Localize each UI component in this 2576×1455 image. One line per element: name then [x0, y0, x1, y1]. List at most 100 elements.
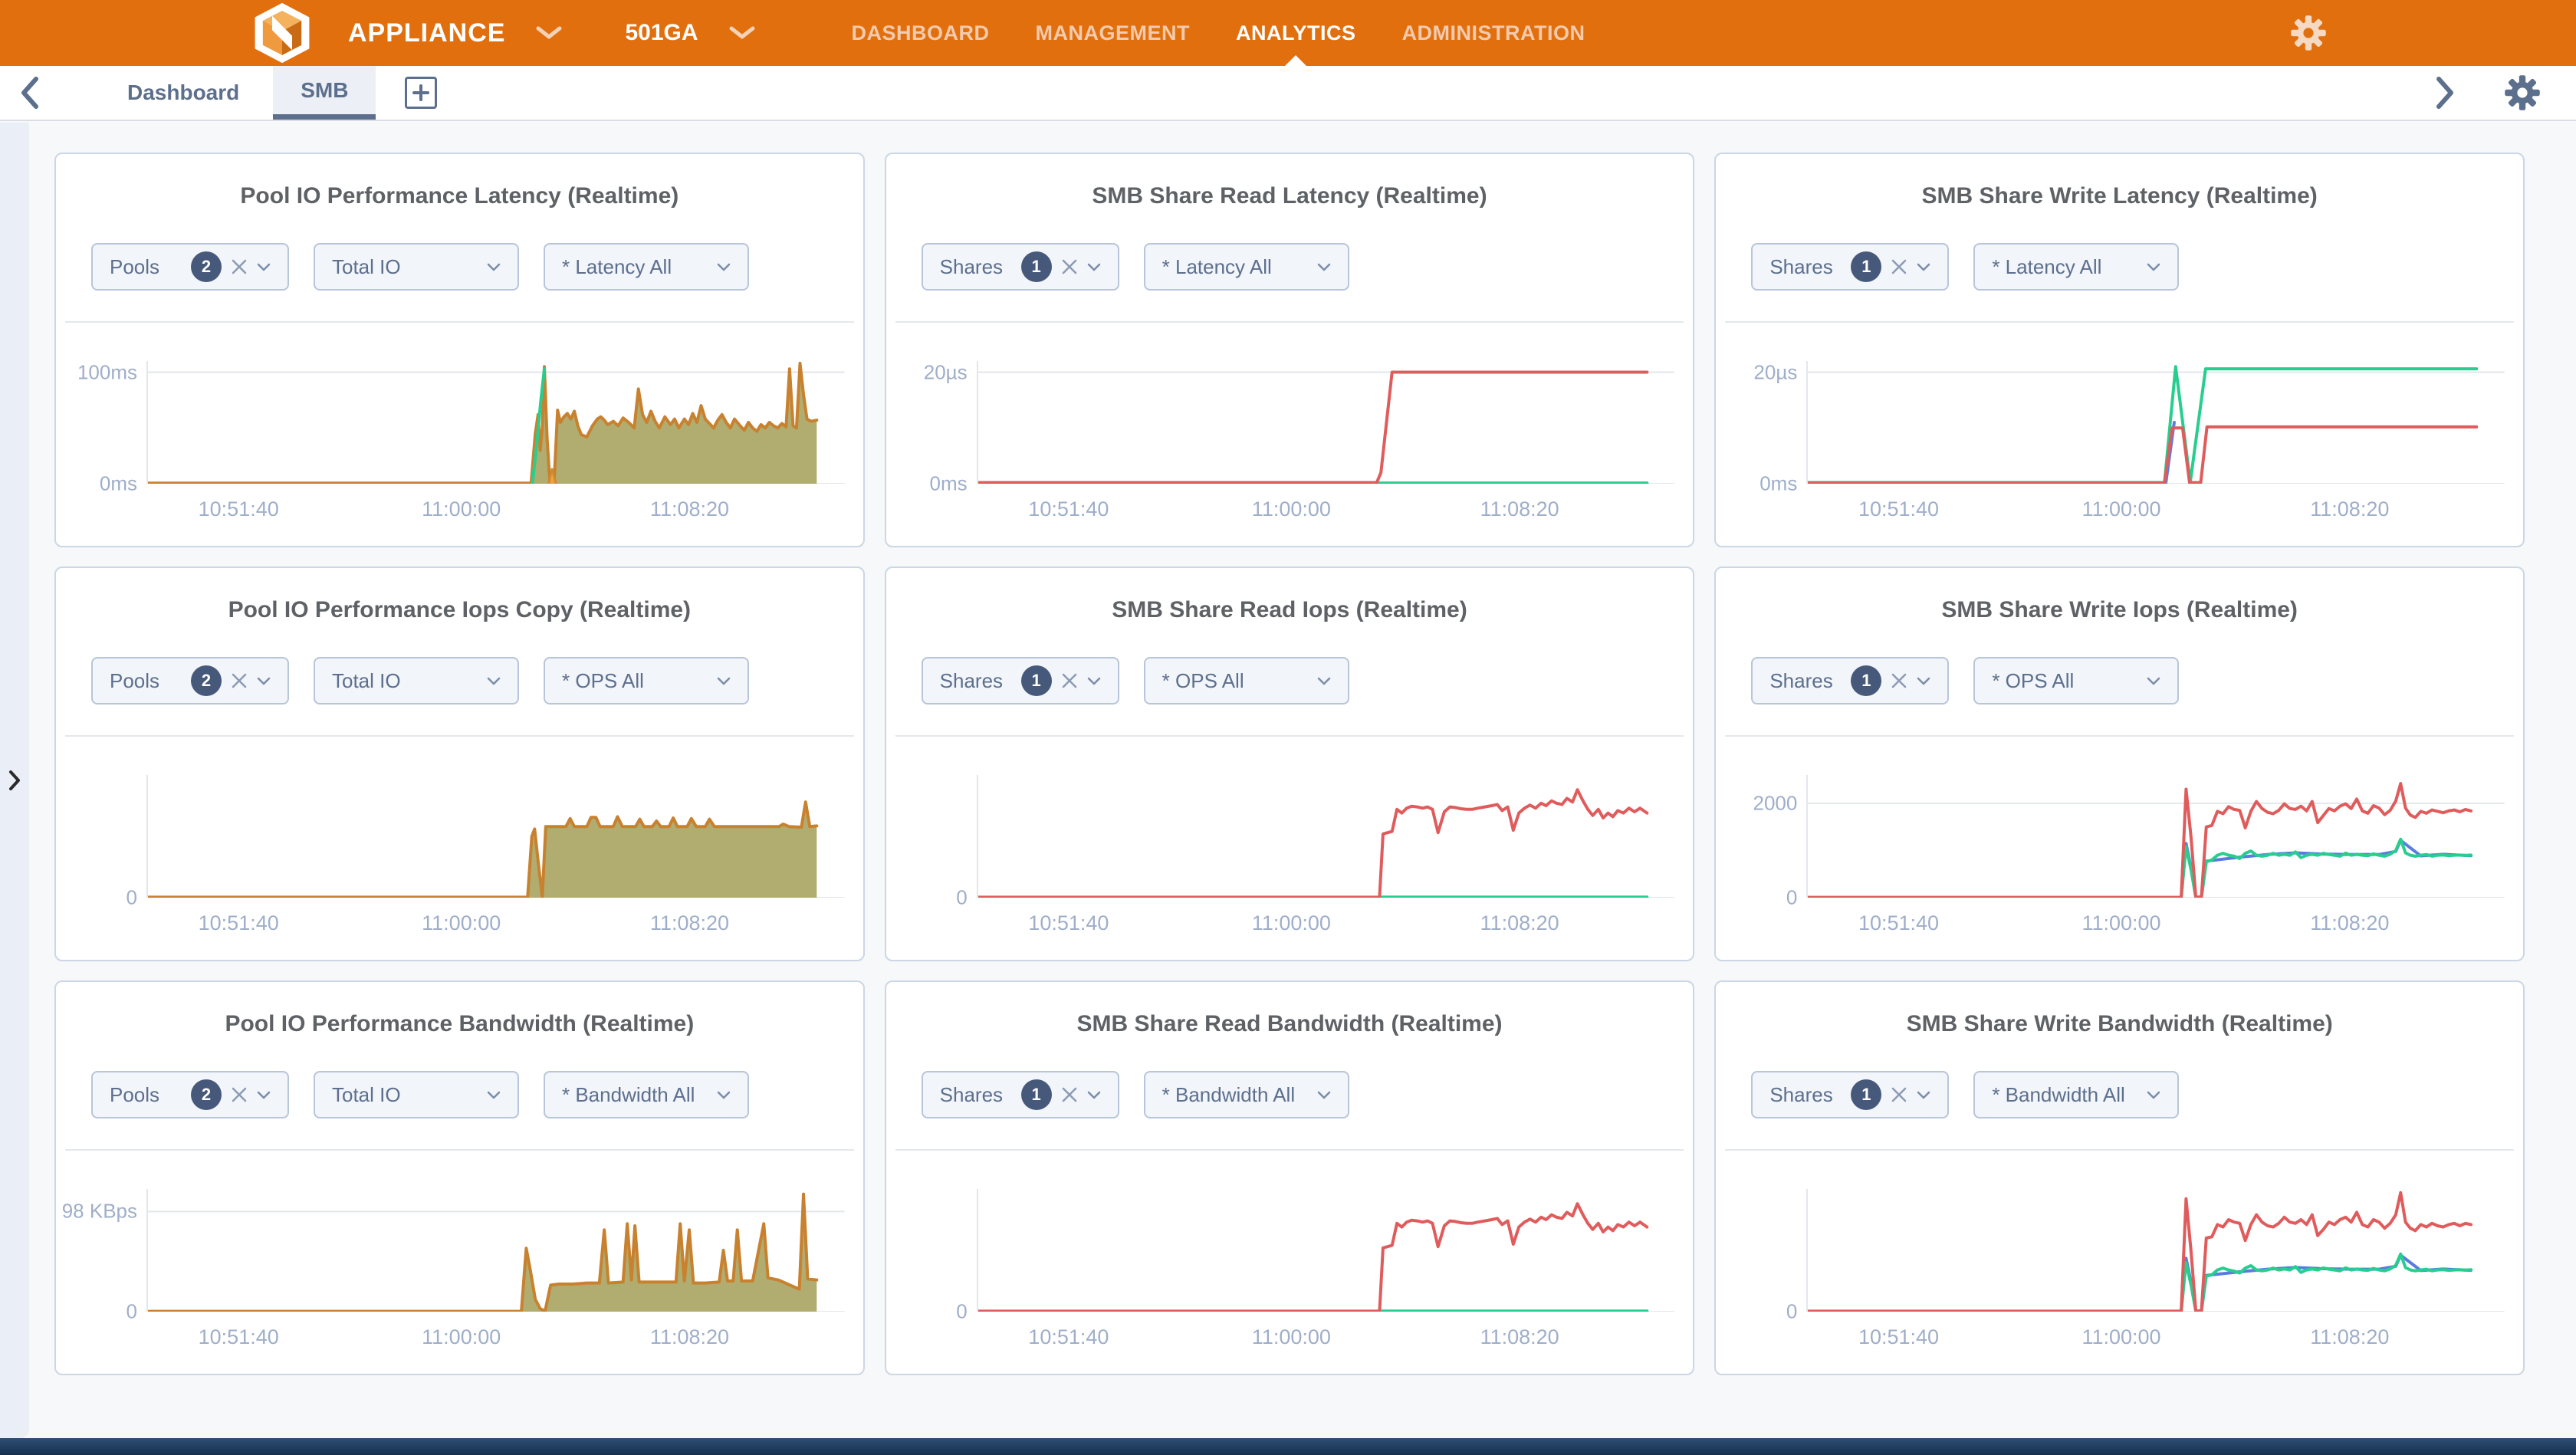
- filter-total-io[interactable]: Total IO: [314, 243, 519, 291]
- filter-latency-all[interactable]: * Latency All: [1973, 243, 2179, 291]
- filter-bandwidth-all[interactable]: * Bandwidth All: [1144, 1071, 1349, 1118]
- filter-shares[interactable]: Shares 1: [922, 243, 1119, 291]
- chevron-down-icon: [1087, 263, 1101, 271]
- chevron-down-icon: [1317, 263, 1331, 271]
- filter-ops-all[interactable]: * OPS All: [1144, 657, 1349, 705]
- filter-shares[interactable]: Shares 1: [922, 1071, 1119, 1118]
- clear-filter-icon[interactable]: [1891, 258, 1907, 275]
- chevron-down-icon: [2147, 1091, 2160, 1099]
- y-axis-label: 0: [1786, 886, 1797, 910]
- chart-plot: [146, 361, 845, 484]
- chevron-left-icon[interactable]: [0, 66, 60, 120]
- filter-ops-all[interactable]: * OPS All: [1973, 657, 2179, 705]
- filter-bandwidth-all[interactable]: * Bandwidth All: [544, 1071, 749, 1118]
- filter-pools[interactable]: Pools2: [91, 243, 289, 291]
- primary-nav: DASHBOARDMANAGEMENTANALYTICSADMINISTRATI…: [829, 0, 1608, 66]
- chart-plot: [146, 775, 845, 898]
- filter-latency-all[interactable]: * Latency All: [1144, 243, 1349, 291]
- nav-item-dashboard[interactable]: DASHBOARD: [829, 0, 1013, 66]
- selection-count-badge: 2: [191, 1079, 222, 1110]
- chevron-down-icon: [487, 1091, 501, 1099]
- tab-bar: DashboardSMB: [0, 66, 2576, 121]
- y-axis-label: 98 KBps: [62, 1200, 137, 1223]
- filter-row: Shares 1 * Latency All: [922, 243, 1675, 291]
- filter-bandwidth-all[interactable]: * Bandwidth All: [1973, 1071, 2179, 1118]
- filter-shares[interactable]: Shares1: [1751, 243, 1949, 291]
- clear-filter-icon[interactable]: [231, 1086, 248, 1103]
- tab-dashboard[interactable]: Dashboard: [94, 66, 273, 120]
- panel-smb-share-write-latency: SMB Share Write Latency (Realtime) Share…: [1714, 153, 2525, 547]
- clear-filter-icon[interactable]: [1891, 672, 1907, 689]
- x-tick-label: 11:00:00: [2082, 1325, 2160, 1349]
- chart-smb-share-write-bandwidth: 0 10:51:4011:00:0011:08:20: [1734, 1151, 2505, 1358]
- x-axis: 10:51:4011:00:0011:08:20: [977, 905, 1675, 941]
- nav-item-analytics[interactable]: ANALYTICS: [1213, 0, 1379, 66]
- nav-item-administration[interactable]: ADMINISTRATION: [1379, 0, 1608, 66]
- sidebar-expand-handle[interactable]: [0, 123, 29, 1438]
- filter-label: Shares: [1769, 1083, 1832, 1107]
- clear-filter-icon[interactable]: [231, 258, 248, 275]
- settings-gear-icon[interactable]: [2290, 15, 2327, 51]
- chart-smb-share-read-latency: 20µs0ms 10:51:4011:00:0011:08:20: [905, 323, 1675, 530]
- chevron-down-icon: [257, 263, 271, 271]
- x-axis: 10:51:4011:00:0011:08:20: [146, 1319, 845, 1355]
- chart-pool-io-performance-latency: 100ms0ms 10:51:4011:00:0011:08:20: [74, 323, 845, 530]
- selection-count-badge: 1: [1021, 1079, 1052, 1110]
- chevron-down-icon[interactable]: [729, 26, 755, 40]
- selection-count-badge: 1: [1021, 251, 1052, 282]
- clear-filter-icon[interactable]: [1061, 1086, 1078, 1103]
- filter-shares[interactable]: Shares1: [922, 657, 1119, 705]
- layout-settings-gear-icon[interactable]: [2504, 74, 2541, 111]
- x-tick-label: 11:08:20: [650, 498, 729, 521]
- filter-label: Shares: [940, 255, 1003, 279]
- filter-label: * Bandwidth All: [562, 1083, 695, 1107]
- clear-filter-icon[interactable]: [1891, 1086, 1907, 1103]
- filter-total-io[interactable]: Total IO: [314, 657, 519, 705]
- x-axis: 10:51:4011:00:0011:08:20: [146, 491, 845, 527]
- filter-ops-all[interactable]: * OPS All: [544, 657, 749, 705]
- chart-smb-share-read-bandwidth: 0 10:51:4011:00:0011:08:20: [905, 1151, 1675, 1358]
- clear-filter-icon[interactable]: [231, 672, 248, 689]
- filter-shares[interactable]: Shares1: [1751, 657, 1949, 705]
- y-axis-label: 20µs: [924, 361, 968, 385]
- y-axis-label: 2000: [1753, 792, 1797, 816]
- selection-count-badge: 2: [191, 251, 222, 282]
- chevron-down-icon: [1917, 263, 1930, 271]
- x-tick-label: 11:08:20: [1480, 1325, 1559, 1349]
- filter-total-io[interactable]: Total IO: [314, 1071, 519, 1118]
- y-axis: 98 KBps0: [74, 1189, 146, 1358]
- chevron-right-icon[interactable]: [2435, 76, 2455, 110]
- chart-plot: [977, 361, 1675, 484]
- filter-pools[interactable]: Pools2: [91, 1071, 289, 1118]
- chevron-down-icon: [2147, 263, 2160, 271]
- filter-shares[interactable]: Shares1: [1751, 1071, 1949, 1118]
- chevron-down-icon[interactable]: [536, 26, 562, 40]
- selection-count-badge: 1: [1851, 251, 1881, 282]
- panel-smb-share-write-bandwidth: SMB Share Write Bandwidth (Realtime) Sha…: [1714, 980, 2525, 1375]
- panel-smb-share-read-bandwidth: SMB Share Read Bandwidth (Realtime) Shar…: [885, 980, 1695, 1375]
- add-tab-button[interactable]: [405, 77, 437, 109]
- clear-filter-icon[interactable]: [1061, 258, 1078, 275]
- y-axis: 0: [74, 775, 146, 944]
- filter-latency-all[interactable]: * Latency All: [544, 243, 749, 291]
- chevron-down-icon: [717, 263, 731, 271]
- y-axis-label: 0: [956, 886, 967, 910]
- chart-plot: [146, 1189, 845, 1312]
- app-title[interactable]: APPLIANCE: [348, 18, 505, 48]
- y-axis: 0: [905, 775, 977, 944]
- filter-row: Pools2 Total IO * Bandwidth All: [91, 1071, 845, 1118]
- panel-smb-share-write-iops: SMB Share Write Iops (Realtime) Shares1*…: [1714, 567, 2525, 961]
- y-axis-label: 0ms: [100, 472, 137, 496]
- chevron-down-icon: [1087, 1091, 1101, 1099]
- clear-filter-icon[interactable]: [1061, 672, 1078, 689]
- x-tick-label: 10:51:40: [1858, 911, 1939, 935]
- filter-pools[interactable]: Pools2: [91, 657, 289, 705]
- panel-title: SMB Share Write Latency (Realtime): [1734, 183, 2505, 209]
- tab-smb[interactable]: SMB: [273, 66, 376, 120]
- filter-label: Shares: [940, 1083, 1003, 1107]
- panel-title: Pool IO Performance Bandwidth (Realtime): [74, 1011, 845, 1037]
- system-selector[interactable]: 501GA: [625, 20, 698, 46]
- x-tick-label: 11:00:00: [2082, 911, 2160, 935]
- y-axis: 20µs0ms: [905, 361, 977, 530]
- nav-item-management[interactable]: MANAGEMENT: [1013, 0, 1214, 66]
